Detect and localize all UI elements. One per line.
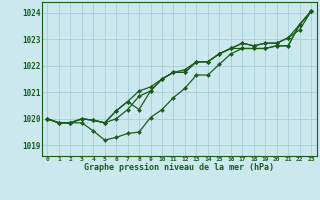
X-axis label: Graphe pression niveau de la mer (hPa): Graphe pression niveau de la mer (hPa) [84,163,274,172]
